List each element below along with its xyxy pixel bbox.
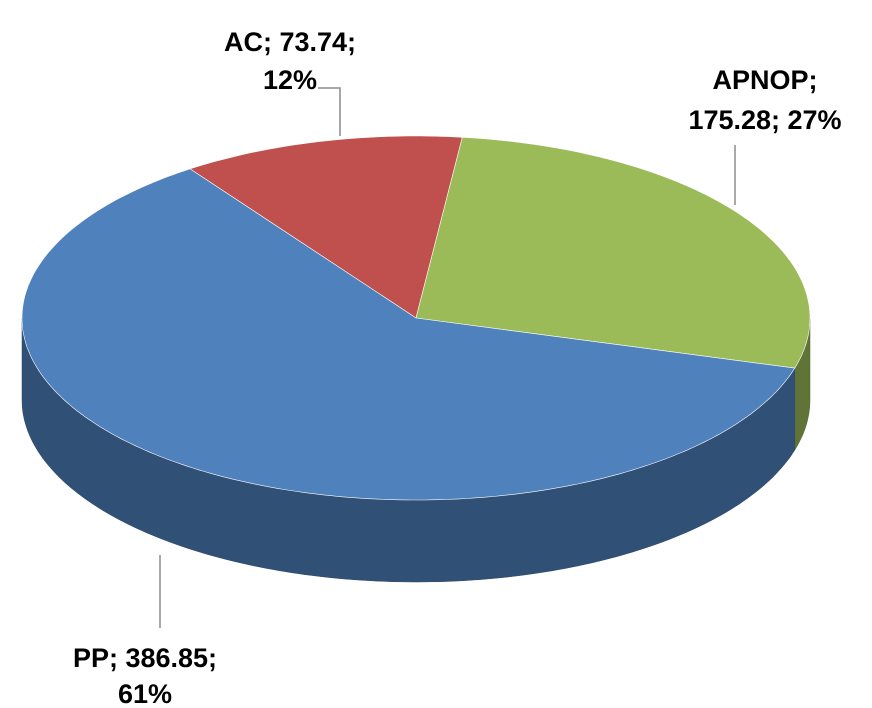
data-label: 12% <box>263 65 317 95</box>
slice <box>189 135 463 319</box>
data-label: APNOP; <box>712 65 817 95</box>
data-label: PP; 386.85; <box>73 643 217 673</box>
pie <box>21 135 811 583</box>
data-label: 175.28; 27% <box>688 105 841 135</box>
data-label: 61% <box>118 679 172 708</box>
slice <box>21 168 796 501</box>
data-label: AC; 73.74; <box>224 27 356 57</box>
leader-line <box>318 87 341 136</box>
slice <box>415 136 811 369</box>
